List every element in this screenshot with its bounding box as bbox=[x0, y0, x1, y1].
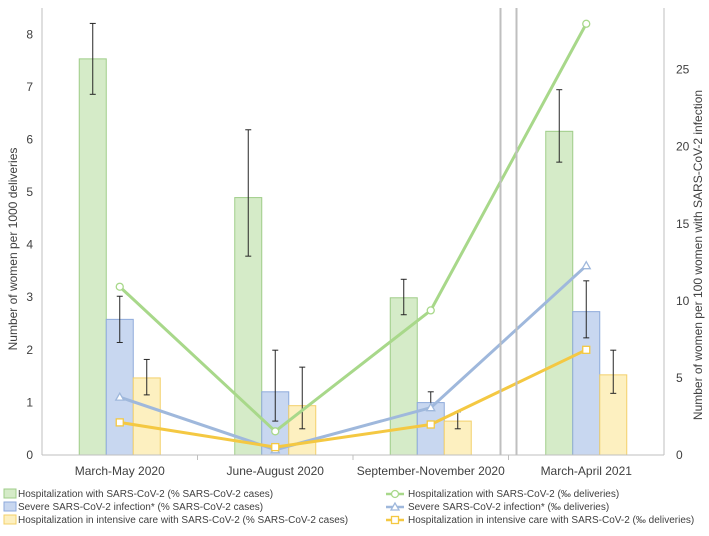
right-axis-ticks: 0 5 10 15 20 25 bbox=[676, 63, 690, 462]
circle-marker bbox=[115, 282, 124, 291]
right-tick-label: 20 bbox=[676, 140, 690, 154]
circle-marker bbox=[582, 19, 591, 28]
square-marker bbox=[582, 345, 591, 354]
category-label: June-August 2020 bbox=[227, 464, 325, 478]
bar bbox=[389, 297, 418, 456]
legend-swatch bbox=[3, 514, 17, 525]
left-tick-label: 0 bbox=[26, 448, 33, 462]
error-bars bbox=[89, 22, 617, 430]
category-labels: March-May 2020 June-August 2020 September-… bbox=[75, 464, 633, 478]
circle-marker bbox=[271, 427, 280, 436]
right-tick-label: 10 bbox=[676, 294, 690, 308]
lines bbox=[118, 23, 588, 452]
line-markers bbox=[114, 19, 592, 454]
triangle-marker bbox=[581, 260, 592, 270]
left-tick-label: 1 bbox=[26, 395, 33, 409]
triangle-marker bbox=[425, 402, 436, 412]
left-tick-label: 2 bbox=[26, 343, 33, 357]
category-label: March-May 2020 bbox=[75, 464, 165, 478]
square-marker bbox=[426, 420, 435, 429]
legend-label: Hospitalization in intensive care with S… bbox=[18, 515, 348, 526]
legend-label: Severe SARS-CoV-2 infection* (‰ deliveri… bbox=[408, 502, 609, 513]
axes bbox=[41, 8, 665, 460]
legend-label: Severe SARS-CoV-2 infection* (% SARS-CoV… bbox=[18, 502, 263, 513]
legend-label: Hospitalization in intensive care with S… bbox=[408, 515, 694, 526]
legend-swatch bbox=[3, 488, 17, 499]
circle-marker bbox=[390, 489, 400, 499]
left-tick-label: 7 bbox=[26, 80, 33, 94]
series-line bbox=[118, 23, 588, 433]
y-axis-title-right: Number of women per 100 women with SARS-… bbox=[691, 90, 705, 420]
legend-label: Hospitalization with SARS-CoV-2 (% SARS-… bbox=[18, 489, 273, 500]
bar bbox=[545, 130, 574, 456]
left-axis-ticks: 0 1 2 3 4 5 6 7 8 bbox=[26, 27, 33, 462]
series-line bbox=[119, 264, 588, 452]
left-tick-label: 6 bbox=[26, 132, 33, 146]
circle-marker bbox=[426, 306, 435, 315]
square-marker bbox=[390, 515, 400, 525]
right-tick-label: 25 bbox=[676, 63, 690, 77]
bar bbox=[78, 58, 107, 456]
triangle-marker bbox=[114, 391, 125, 401]
category-label: March-April 2021 bbox=[541, 464, 633, 478]
legend-swatch bbox=[3, 501, 17, 512]
series-line bbox=[119, 348, 587, 449]
y-axis-title-left: Number of women per 1000 deliveries bbox=[6, 148, 20, 351]
left-tick-label: 3 bbox=[26, 290, 33, 304]
right-tick-label: 5 bbox=[676, 371, 683, 385]
right-tick-label: 0 bbox=[676, 448, 683, 462]
category-label: September-November 2020 bbox=[357, 464, 505, 478]
square-marker bbox=[115, 418, 124, 427]
bars bbox=[78, 58, 628, 456]
legend: Hospitalization with SARS-CoV-2 (% SARS-… bbox=[3, 488, 694, 526]
left-tick-label: 4 bbox=[26, 238, 33, 252]
right-tick-label: 15 bbox=[676, 217, 690, 231]
square-marker bbox=[271, 442, 280, 452]
triangle-marker bbox=[389, 501, 401, 511]
legend-label: Hospitalization with SARS-CoV-2 (‰ deliv… bbox=[408, 489, 619, 500]
left-tick-label: 5 bbox=[26, 185, 33, 199]
left-tick-label: 8 bbox=[26, 27, 33, 41]
